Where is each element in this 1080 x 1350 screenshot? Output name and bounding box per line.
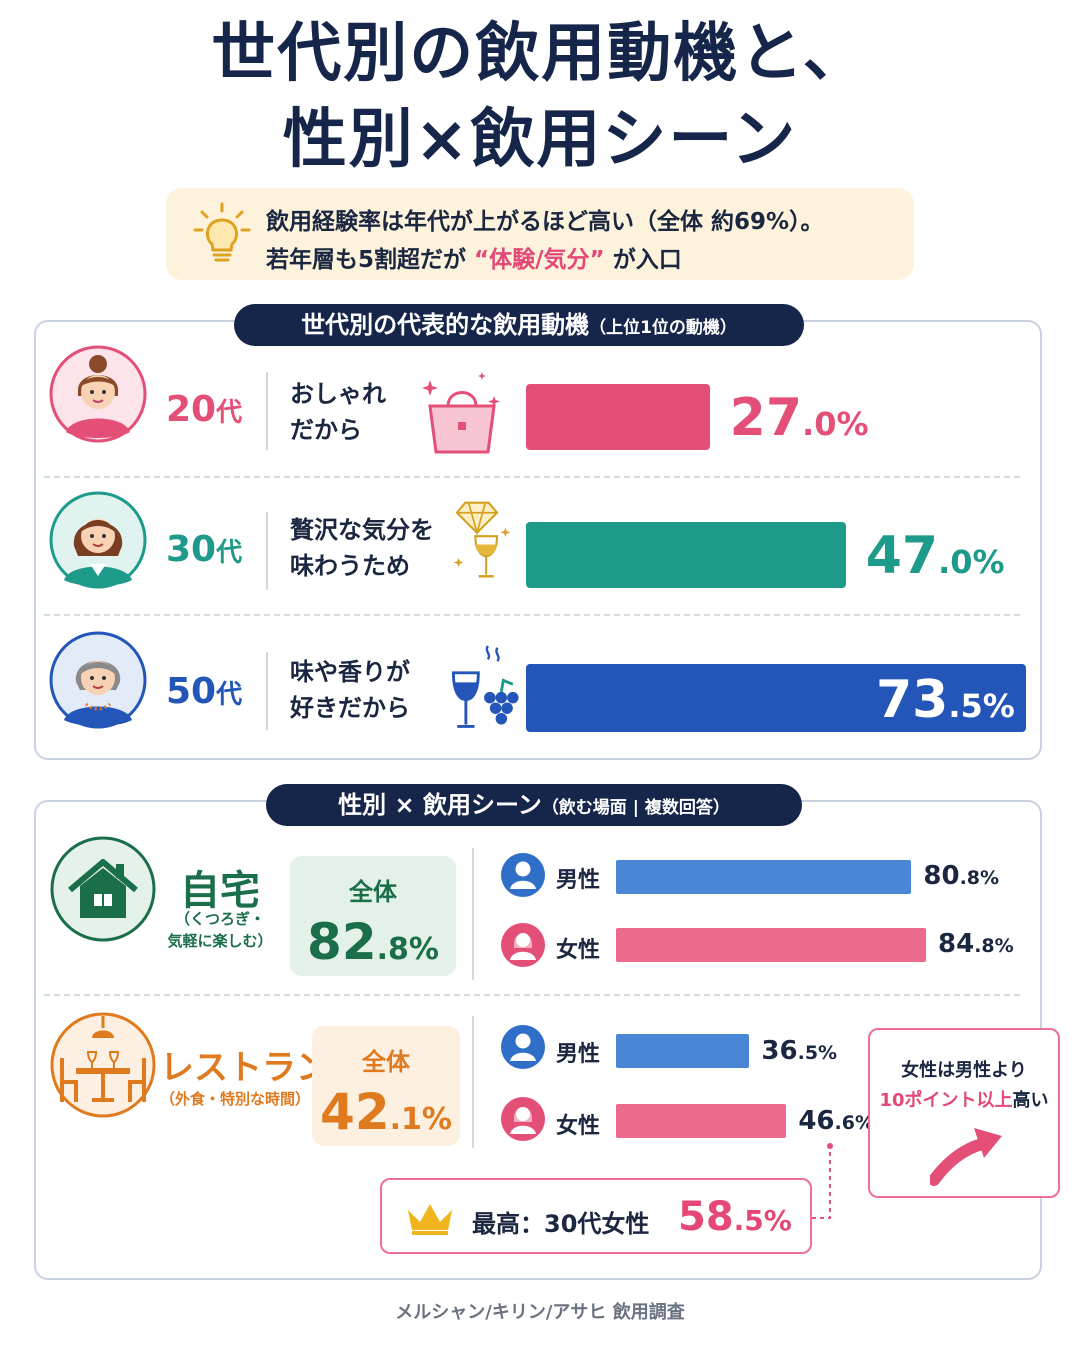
source-note: メルシャン/キリン/アサヒ 飲用調査	[395, 1302, 685, 1323]
gender-label-female: 女性	[556, 938, 601, 963]
scene-sub-home: （くつろぎ・ 気軽に楽しむ）	[167, 910, 273, 950]
crown-icon	[408, 1204, 452, 1235]
restaurant-table-icon	[50, 1012, 156, 1118]
gender-label-male: 男性	[556, 1042, 601, 1067]
motive-value-50s: 73.5%	[876, 670, 1015, 730]
motive-section-title: 世代別の代表的な飲用動機（上位1位の動機）	[234, 304, 804, 346]
bar-home-female	[616, 928, 926, 962]
male-user-icon	[501, 853, 545, 897]
diamond-wine-icon	[453, 501, 511, 578]
value-restaurant-male: 36.5%	[761, 1036, 838, 1066]
motive-value-20s: 27.0%	[729, 388, 869, 448]
total-box-home: 全体 82.8%	[290, 856, 456, 976]
page-title-line1: 世代別の飲用動機と、	[211, 17, 869, 91]
bar-restaurant-female	[616, 1104, 787, 1138]
motive-text-50s: 味や香りが 好きだから	[290, 658, 410, 722]
scene-sub-restaurant: （外食・特別な時間）	[159, 1090, 310, 1108]
row-separator	[44, 476, 1020, 478]
max-value: 58.5%	[678, 1194, 792, 1240]
max-highlight-box: 最高：30代女性 58.5%	[380, 1178, 812, 1254]
up-arrow-icon	[930, 1128, 1002, 1186]
handbag-icon	[422, 372, 500, 454]
motive-bar-50s	[526, 664, 1026, 732]
value-home-female: 84.8%	[938, 929, 1014, 959]
motive-text-30s: 贅沢な気分を 味わうため	[290, 516, 434, 580]
row-separator	[44, 994, 1020, 996]
column-divider	[472, 1016, 474, 1148]
female-user-icon	[501, 923, 545, 967]
max-label: 最高：30代女性	[472, 1210, 650, 1238]
row-divider	[266, 372, 268, 450]
row-divider	[266, 652, 268, 730]
motive-bar-30s	[526, 522, 846, 588]
row-separator	[44, 614, 1020, 616]
age-label-50s: 50代	[166, 671, 243, 712]
value-restaurant-female: 46.6%	[798, 1106, 875, 1136]
avatar-30s	[49, 491, 147, 589]
scene-section-title: 性別 × 飲用シーン（飲む場面 | 複数回答）	[266, 784, 802, 826]
gender-label-female: 女性	[556, 1114, 601, 1139]
avatar-50s	[49, 631, 147, 729]
connector-line	[812, 1143, 833, 1219]
insight-line1: 飲用経験率は年代が上がるほど高い（全体 約69%）。	[266, 209, 824, 235]
age-label-30s: 30代	[166, 529, 243, 570]
callout-box: 女性は男性より 10ポイント以上高い	[868, 1028, 1060, 1198]
total-label: 全体	[349, 878, 397, 906]
female-user-icon	[501, 1097, 545, 1141]
motive-bar-20s	[526, 384, 710, 450]
column-divider	[472, 848, 474, 980]
callout-line1: 女性は男性より	[901, 1060, 1027, 1081]
motive-value-30s: 47.0%	[865, 526, 1005, 586]
male-user-icon	[501, 1025, 545, 1069]
wine-grapes-icon	[451, 645, 519, 728]
gender-label-male: 男性	[556, 868, 601, 893]
house-icon	[50, 836, 156, 942]
value-home-male: 80.8%	[923, 861, 1000, 891]
total-value-restaurant: 42.1%	[320, 1083, 452, 1141]
total-value-home: 82.8%	[307, 913, 439, 971]
page-title-line2: 性別×飲用シーン	[282, 103, 798, 177]
insight-line2: 若年層も5割超だが “体験/気分” が入口	[266, 247, 682, 273]
callout-line2: 10ポイント以上高い	[879, 1090, 1049, 1111]
insight-box: 飲用経験率は年代が上がるほど高い（全体 約69%）。 若年層も5割超だが “体験…	[166, 188, 914, 280]
avatar-20s	[49, 345, 147, 443]
age-label-20s: 20代	[166, 389, 243, 430]
bar-home-male	[616, 860, 912, 894]
scene-name-home: 自宅	[180, 868, 260, 914]
total-label: 全体	[362, 1048, 410, 1076]
bar-restaurant-male	[616, 1034, 750, 1068]
lightbulb-icon	[193, 202, 251, 262]
motive-text-20s: おしゃれ だから	[290, 380, 386, 444]
scene-name-restaurant: レストラン	[160, 1048, 330, 1088]
insight-highlight: “体験/気分”	[474, 247, 605, 273]
row-divider	[266, 512, 268, 590]
total-box-restaurant: 全体 42.1%	[312, 1026, 460, 1146]
